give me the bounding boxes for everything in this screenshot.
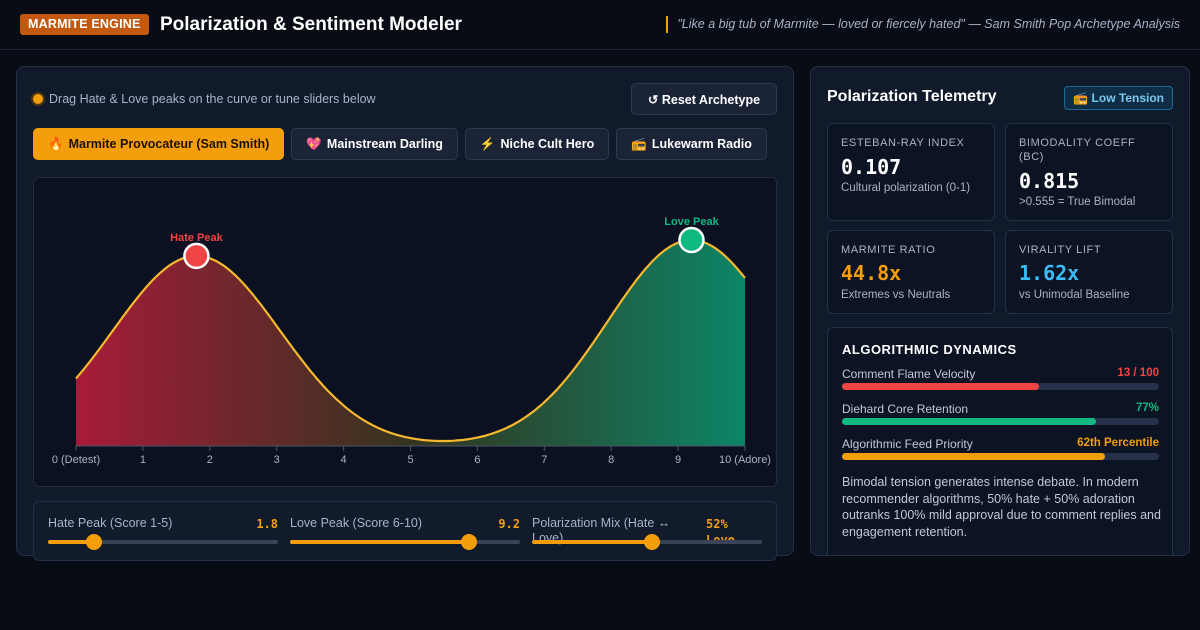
hate-peak-label: Hate Peak [170, 232, 223, 244]
bar-label: Diehard Core Retention [842, 402, 969, 416]
tension-badge: 📻 Low Tension [1064, 86, 1173, 110]
drag-hint-text: Drag Hate & Love peaks on the curve or t… [49, 92, 376, 106]
love-peak-handle[interactable] [678, 226, 705, 254]
tab-label: Lukewarm Radio [651, 137, 752, 151]
hate-peak-slider-track[interactable] [48, 534, 278, 550]
bar-track [842, 383, 1159, 390]
x-tick-label: 3 [274, 454, 280, 466]
metric-value: 0.107 [841, 155, 902, 179]
bar-fill [842, 418, 1096, 425]
hate-peak-slider-value: 1.8 [256, 517, 278, 531]
telemetry-title: Polarization Telemetry [827, 88, 997, 105]
bar-label: Comment Flame Velocity [842, 367, 976, 381]
drag-hint: Drag Hate & Love peaks on the curve or t… [33, 92, 376, 106]
metric-bimodality-coeff: BIMODALITY COEFF (BC) 0.815 >0.555 = Tru… [1005, 123, 1173, 221]
love-peak-slider-thumb[interactable] [461, 534, 478, 550]
hint-dot-icon [33, 94, 43, 104]
bar-value: 77% [1135, 402, 1159, 414]
bar-track [842, 453, 1159, 460]
algorithmic-dynamics-card: ALGORITHMIC DYNAMICS Comment Flame Veloc… [827, 327, 1173, 555]
archetype-tabs: 🔥 Marmite Provocateur (Sam Smith) 💖 Mainstr… [33, 128, 767, 160]
bar-fill [842, 453, 1106, 460]
x-tick-label: 1 [140, 454, 146, 466]
metric-sub: Cultural polarization (0-1) [841, 182, 971, 194]
tab-label: Mainstream Darling [326, 137, 443, 151]
tab-label: Niche Cult Hero [500, 137, 595, 151]
polarization-mix-slider-thumb[interactable] [643, 534, 660, 550]
telemetry-panel: Polarization Telemetry 📻 Low Tension EST… [810, 66, 1190, 556]
hate-peak-slider-thumb[interactable] [86, 534, 102, 550]
x-tick-label: 10 (Adore) [719, 454, 771, 466]
tab-emoji-icon: 💖 [306, 136, 322, 151]
metric-label: VIRALITY LIFT [1019, 244, 1102, 256]
x-tick-label: 2 [207, 454, 213, 466]
tab-archetype-1[interactable]: 💖 Mainstream Darling [291, 128, 458, 160]
x-tick-label: 8 [608, 454, 614, 466]
tab-archetype-3[interactable]: 📻 Lukewarm Radio [616, 128, 767, 160]
love-peak-slider-value: 9.2 [498, 517, 520, 531]
hate-peak-handle[interactable] [183, 242, 210, 270]
bar-label: Algorithmic Feed Priority [842, 437, 973, 451]
tab-label: Marmite Provocateur (Sam Smith) [68, 137, 270, 151]
reset-archetype-button[interactable]: ↺ Reset Archetype [631, 83, 777, 115]
bar-value: 13 / 100 [1117, 367, 1159, 379]
app-title: Polarization & Sentiment Modeler [160, 14, 462, 35]
algorithmic-description: Bimodal tension generates intense debate… [842, 475, 1161, 539]
love-peak-slider-track[interactable] [290, 534, 520, 550]
metric-label: ESTEBAN-RAY INDEX [841, 137, 965, 149]
bar-fill [842, 383, 1039, 390]
metric-sub: Extremes vs Neutrals [841, 289, 951, 301]
sliders-panel: Hate Peak (Score 1-5) 1.8 Love Peak (Sco… [33, 501, 777, 561]
love-peak-label: Love Peak [664, 216, 719, 228]
sentiment-curve-svg[interactable]: 0 (Detest) 1 2 3 4 5 6 7 8 9 10 (Adore) Hate Peak Lo… [34, 178, 778, 488]
x-tick-label: 4 [341, 454, 347, 466]
x-tick-label: 7 [541, 454, 547, 466]
metric-label: MARMITE RATIO [841, 244, 936, 256]
metric-virality-lift: VIRALITY LIFT 1.62x vs Unimodal Baseline [1005, 230, 1173, 314]
metric-esteban-ray-index: ESTEBAN-RAY INDEX 0.107 Cultural polariz… [827, 123, 995, 221]
modeler-panel: Drag Hate & Love peaks on the curve or t… [16, 66, 794, 561]
tab-archetype-2[interactable]: ⚡ Niche Cult Hero [464, 128, 610, 160]
metric-value: 1.62x [1019, 261, 1080, 285]
header-quote: "Like a big tub of Marmite — loved or fi… [666, 16, 1180, 33]
bar-value: 62th Percentile [1077, 437, 1159, 449]
metric-value: 44.8x [841, 261, 902, 285]
hate-peak-slider-label: Hate Peak (Score 1-5) [48, 516, 173, 530]
brand-badge: MARMITE ENGINE [20, 14, 149, 35]
tab-archetype-0[interactable]: 🔥 Marmite Provocateur (Sam Smith) [33, 128, 285, 160]
x-tick-label: 0 (Detest) [52, 454, 100, 466]
tab-emoji-icon: ⚡ [479, 136, 496, 151]
x-tick-label: 6 [474, 454, 480, 466]
metric-sub: >0.555 = True Bimodal [1019, 196, 1136, 208]
metric-marmite-ratio: MARMITE RATIO 44.8x Extremes vs Neutrals [827, 230, 995, 314]
metric-value: 0.815 [1019, 169, 1080, 193]
bar-track [842, 418, 1159, 425]
app-header: MARMITE ENGINE Polarization & Sentiment … [0, 0, 1200, 50]
x-tick-label: 9 [675, 454, 681, 466]
love-peak-slider-label: Love Peak (Score 6-10) [290, 516, 423, 530]
metric-label: BIMODALITY COEFF (BC) [1019, 137, 1136, 163]
tab-emoji-icon: 🔥 [48, 136, 64, 151]
algorithmic-dynamics-title: ALGORITHMIC DYNAMICS [842, 342, 1017, 357]
sentiment-curve-chart[interactable]: 0 (Detest) 1 2 3 4 5 6 7 8 9 10 (Adore) Hate Peak Lo… [33, 177, 777, 487]
polarization-mix-slider-track[interactable] [532, 534, 762, 550]
metric-sub: vs Unimodal Baseline [1019, 289, 1130, 301]
x-tick-label: 5 [407, 454, 413, 466]
curve-area [76, 240, 745, 446]
tab-emoji-icon: 📻 [631, 136, 647, 151]
